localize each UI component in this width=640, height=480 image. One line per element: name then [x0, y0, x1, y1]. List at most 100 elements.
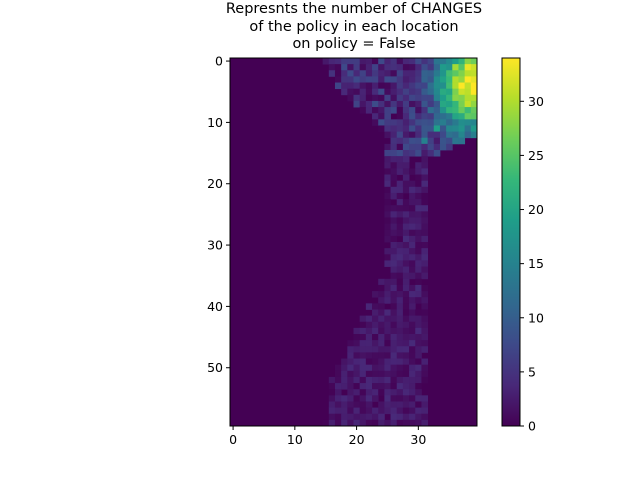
heatmap-cell [402, 364, 410, 372]
heatmap-cell [421, 340, 428, 347]
heatmap-cell [421, 235, 428, 243]
heatmap-cell [328, 376, 336, 384]
heatmap-cell [378, 401, 385, 408]
heatmap-cell [384, 376, 391, 384]
heatmap-cell [409, 266, 416, 274]
heatmap-cell [409, 284, 416, 292]
heatmap-cell [378, 309, 385, 316]
heatmap-cell [415, 376, 422, 384]
heatmap-cell [328, 70, 336, 77]
heatmap-cell [421, 401, 428, 408]
heatmap-cell [359, 358, 367, 366]
heatmap-cell [359, 401, 367, 408]
heatmap-cell [402, 419, 410, 427]
heatmap-cell [427, 76, 435, 83]
heatmap-cell [365, 107, 373, 114]
heatmap-cell [446, 58, 453, 65]
heatmap-cell [446, 100, 453, 108]
heatmap-cell [365, 352, 373, 359]
heatmap-cell [409, 211, 416, 218]
heatmap-cell [421, 303, 428, 310]
heatmap-cell [396, 284, 404, 292]
heatmap-cell [384, 174, 391, 182]
heatmap-cell [390, 186, 398, 194]
heatmap-cell [390, 346, 398, 353]
heatmap-cell [421, 370, 428, 378]
heatmap-cell [372, 346, 379, 353]
heatmap-cell [470, 113, 478, 120]
heatmap-cell [452, 64, 459, 71]
heatmap-cell [378, 76, 385, 83]
heatmap-cell [458, 82, 466, 90]
heatmap-cell [353, 370, 361, 378]
heatmap-cell [353, 100, 361, 108]
heatmap-cell [372, 309, 379, 316]
heatmap-cell [415, 395, 422, 402]
heatmap-cell [359, 107, 367, 114]
heatmap-cell [415, 150, 422, 157]
heatmap-cell [384, 211, 391, 218]
heatmap-cell [402, 168, 410, 175]
heatmap-cell [421, 297, 428, 304]
heatmap-cell [439, 70, 447, 77]
heatmap-cell [390, 297, 398, 304]
heatmap-cell [372, 327, 379, 335]
heatmap-cell [384, 88, 391, 96]
heatmap-cell [390, 389, 398, 396]
heatmap-cell [396, 131, 404, 139]
heatmap-cell [415, 419, 422, 427]
colorbar-tick-label: 5 [528, 364, 536, 379]
colorbar: 0 5 10 15 20 25 30 [501, 57, 544, 434]
heatmap-cell [334, 407, 342, 415]
heatmap-cell [359, 82, 367, 90]
heatmap-cell [396, 58, 404, 65]
heatmap-cell [396, 100, 404, 108]
heatmap-cell [390, 143, 398, 151]
heatmap-cell [390, 82, 398, 90]
heatmap-cell [390, 309, 398, 316]
heatmap-cell [372, 303, 379, 310]
heatmap-cell [402, 88, 410, 96]
y-tick-label: 0 [215, 54, 223, 69]
heatmap-cell [415, 76, 422, 83]
heatmap-cell [347, 419, 354, 427]
heatmap-cell [390, 150, 398, 157]
heatmap-cell [390, 100, 398, 108]
heatmap-cell [396, 334, 404, 341]
heatmap-cell [359, 407, 367, 415]
heatmap-cell [433, 125, 441, 132]
heatmap-cell [396, 88, 404, 96]
heatmap-cell [384, 70, 391, 77]
heatmap-cell [384, 401, 391, 408]
heatmap-cell [396, 70, 404, 77]
heatmap-cell [390, 395, 398, 402]
heatmap-cell [402, 150, 410, 157]
chart-title-line-3: on policy = False [292, 36, 416, 52]
heatmap-cell [359, 346, 367, 353]
heatmap-cell [341, 58, 348, 65]
heatmap-cell [384, 352, 391, 359]
heatmap-cell [402, 229, 410, 237]
heatmap-cell [390, 284, 398, 292]
heatmap-cell [396, 395, 404, 402]
heatmap-cell [402, 260, 410, 267]
heatmap-cell [446, 143, 453, 151]
heatmap-cell [452, 131, 459, 139]
heatmap-cell [421, 113, 428, 120]
heatmap-cell [409, 272, 416, 280]
heatmap-cell [390, 358, 398, 366]
heatmap-cell [421, 272, 428, 280]
heatmap-cell [347, 383, 354, 390]
heatmap-cell [415, 88, 422, 96]
heatmap-cell [390, 162, 398, 169]
heatmap-cell [384, 107, 391, 114]
heatmap-cell [415, 168, 422, 175]
heatmap-cell [384, 340, 391, 347]
heatmap-cell [421, 248, 428, 255]
heatmap-cell [390, 254, 398, 261]
heatmap-cell [365, 70, 373, 77]
heatmap-cell [384, 383, 391, 390]
heatmap-cell [421, 64, 428, 71]
heatmap-cell [390, 340, 398, 347]
heatmap-cell [372, 107, 379, 114]
